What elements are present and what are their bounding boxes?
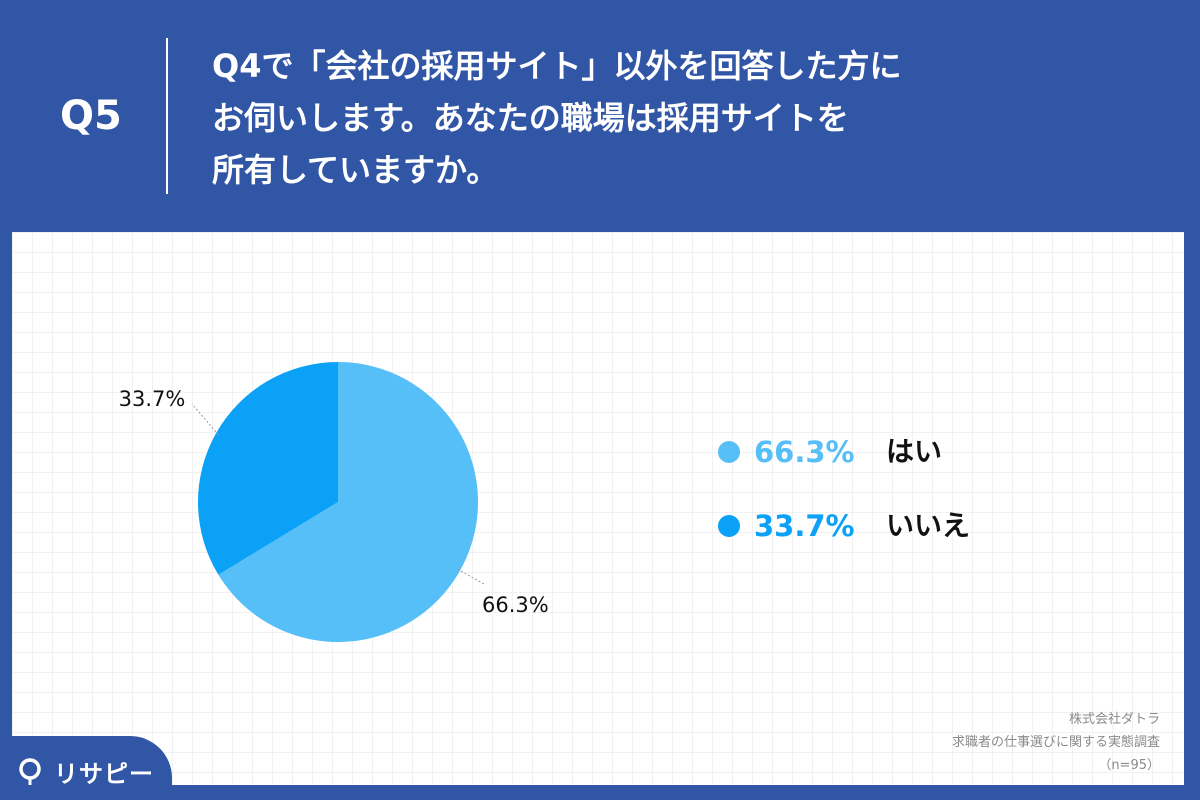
legend-item: 33.7% いいえ: [718, 506, 970, 546]
legend-label: はい: [886, 435, 943, 468]
slice-value-label: 33.7%: [119, 387, 186, 411]
chart-panel: 66.3% 33.7% 66.3% はい 33.7% いいえ: [12, 232, 1184, 785]
legend-swatch: [718, 515, 740, 537]
chart-legend: 66.3% はい 33.7% いいえ: [718, 432, 1018, 562]
brand-badge: リサピー: [0, 736, 172, 800]
legend-value: 33.7%: [754, 509, 855, 543]
question-line: Q4で「会社の採用サイト」以外を回答した方に: [212, 47, 902, 85]
pie-slice-no: [198, 362, 338, 575]
question-line: 所有していますか。: [212, 151, 499, 189]
question-text: Q4で「会社の採用サイト」以外を回答した方に お伺いします。あなたの職場は採用サ…: [212, 40, 1032, 196]
pie-slice-yes: [218, 362, 479, 642]
pin-icon: [19, 757, 41, 785]
brand-name: リサピー: [54, 760, 154, 788]
source-company: 株式会社ダトラ: [1068, 712, 1160, 727]
legend-item: 66.3% はい: [718, 432, 942, 472]
legend-value: 66.3%: [754, 435, 855, 469]
question-line: お伺いします。あなたの職場は採用サイトを: [212, 99, 849, 137]
question-number: Q5: [60, 93, 122, 139]
slice-value-label: 66.3%: [482, 593, 549, 617]
header: Q5 Q4で「会社の採用サイト」以外を回答した方に お伺いします。あなたの職場は…: [0, 0, 1200, 232]
header-divider: [166, 38, 168, 194]
brand-logo: リサピー: [18, 754, 154, 789]
legend-label: いいえ: [886, 509, 971, 542]
source-note: 株式会社ダトラ 求職者の仕事選びに関する実態調査 （n=95）: [840, 708, 1160, 777]
leader-line: [191, 403, 219, 436]
legend-swatch: [718, 441, 740, 463]
source-sample-size: （n=95）: [1098, 758, 1160, 773]
source-survey: 求職者の仕事選びに関する実態調査: [951, 735, 1160, 750]
leader-line: [457, 568, 485, 585]
pie-chart: 66.3% 33.7%: [119, 362, 549, 642]
